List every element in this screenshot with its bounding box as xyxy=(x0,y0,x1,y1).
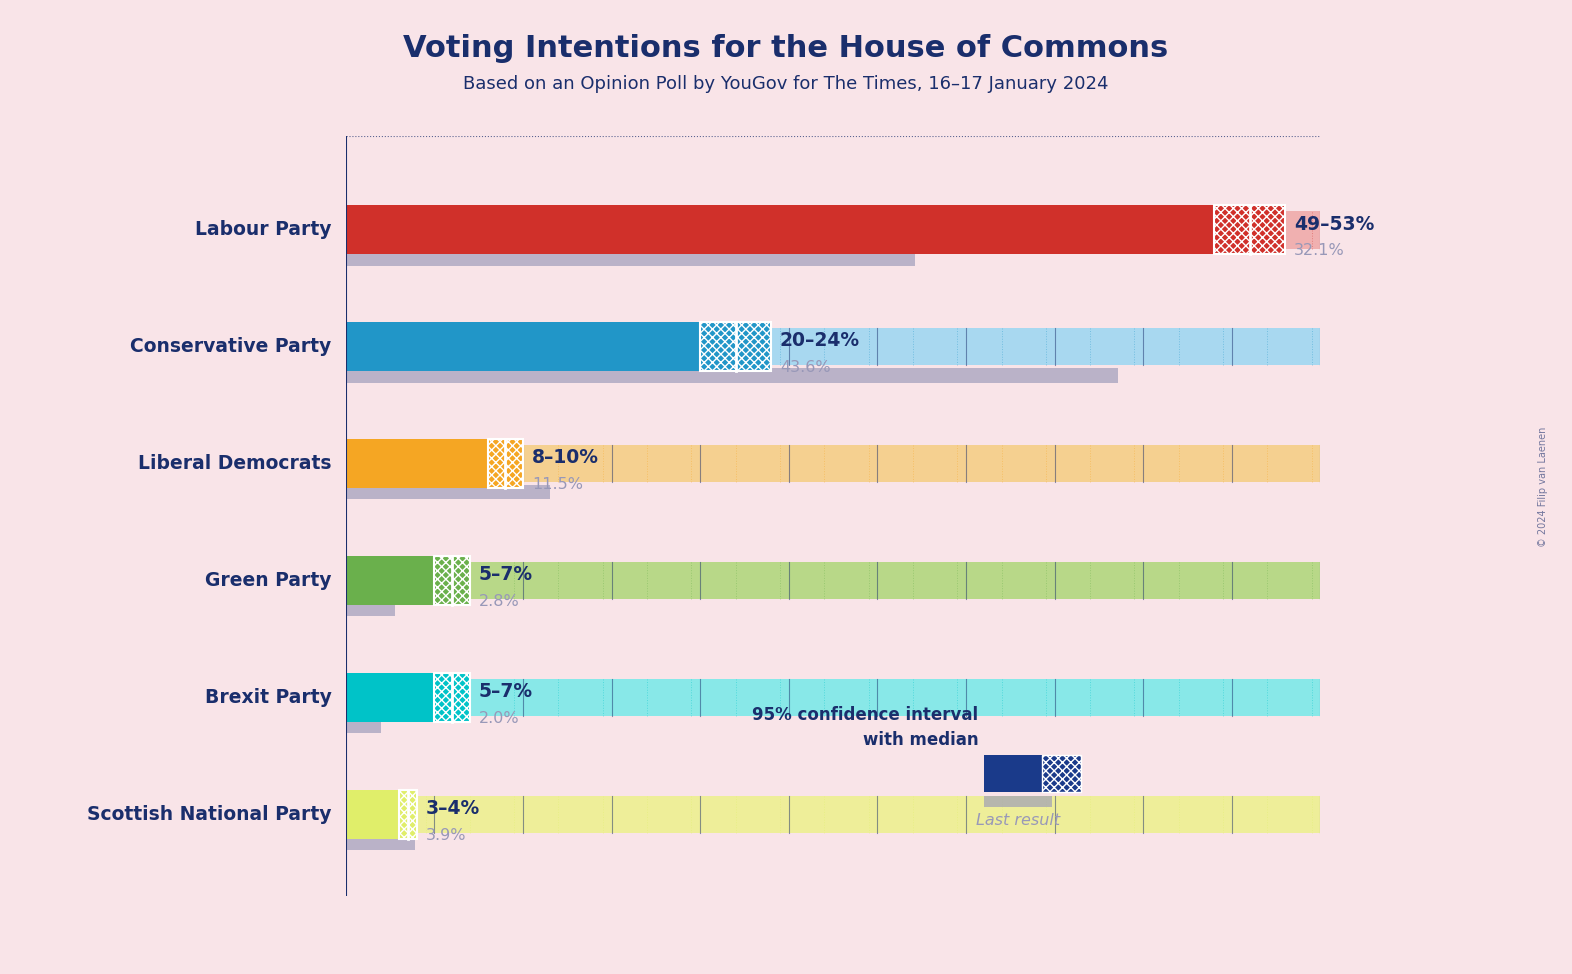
Bar xyxy=(346,445,1320,482)
Text: 5–7%: 5–7% xyxy=(479,565,533,584)
Bar xyxy=(346,556,434,605)
Bar xyxy=(346,485,550,500)
Bar xyxy=(346,328,1320,365)
Bar xyxy=(346,206,1214,254)
Bar xyxy=(346,602,396,617)
Bar xyxy=(1042,755,1082,792)
Bar xyxy=(984,755,1042,792)
Text: Labour Party: Labour Party xyxy=(195,220,332,240)
Text: 8–10%: 8–10% xyxy=(531,448,599,468)
Bar xyxy=(399,790,417,839)
Text: Green Party: Green Party xyxy=(206,571,332,590)
Bar xyxy=(346,796,1320,833)
Text: 43.6%: 43.6% xyxy=(780,360,830,375)
Text: 3–4%: 3–4% xyxy=(426,799,479,818)
Bar xyxy=(346,322,700,371)
Text: Last result: Last result xyxy=(976,813,1060,828)
Bar xyxy=(346,368,1118,383)
Bar xyxy=(487,439,523,488)
Text: © 2024 Filip van Laenen: © 2024 Filip van Laenen xyxy=(1539,427,1548,547)
Text: 49–53%: 49–53% xyxy=(1294,214,1374,234)
Text: 32.1%: 32.1% xyxy=(1294,244,1344,258)
Bar xyxy=(1214,206,1284,254)
Text: 11.5%: 11.5% xyxy=(531,477,583,492)
Text: Brexit Party: Brexit Party xyxy=(204,688,332,707)
Bar xyxy=(346,836,415,850)
Bar xyxy=(346,439,487,488)
Bar xyxy=(346,790,399,839)
Bar xyxy=(700,322,772,371)
Text: 20–24%: 20–24% xyxy=(780,331,860,351)
Bar xyxy=(346,211,1320,248)
Text: 2.8%: 2.8% xyxy=(479,594,519,609)
Bar xyxy=(346,673,434,722)
Text: Voting Intentions for the House of Commons: Voting Intentions for the House of Commo… xyxy=(404,34,1168,63)
Bar xyxy=(346,679,1320,716)
Text: 95% confidence interval
with median: 95% confidence interval with median xyxy=(753,706,978,749)
Bar xyxy=(346,251,915,266)
Text: Liberal Democrats: Liberal Democrats xyxy=(138,454,332,473)
Text: 2.0%: 2.0% xyxy=(479,711,519,726)
Bar xyxy=(434,556,470,605)
Bar xyxy=(346,719,382,733)
Text: Based on an Opinion Poll by YouGov for The Times, 16–17 January 2024: Based on an Opinion Poll by YouGov for T… xyxy=(464,75,1108,93)
Text: 3.9%: 3.9% xyxy=(426,828,465,843)
Bar xyxy=(434,673,470,722)
Text: 5–7%: 5–7% xyxy=(479,682,533,701)
Bar xyxy=(346,562,1320,599)
Bar xyxy=(984,796,1052,807)
Text: Scottish National Party: Scottish National Party xyxy=(86,805,332,824)
Text: Conservative Party: Conservative Party xyxy=(130,337,332,356)
